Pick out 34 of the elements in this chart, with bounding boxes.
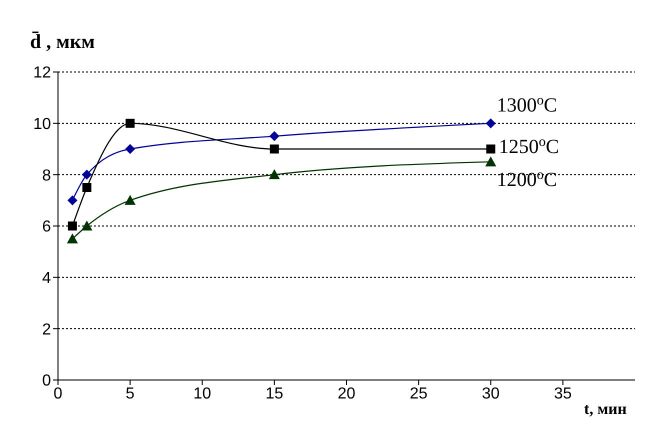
x-tick-label: 35: [554, 385, 572, 402]
point: [68, 222, 77, 230]
y-tick-label: 6: [42, 218, 52, 236]
point: [67, 195, 78, 206]
series-label: 1300$^{o}$C: [496, 92, 558, 116]
point: [82, 170, 92, 180]
point: [125, 144, 136, 154]
point: [485, 156, 496, 166]
x-axis-title: t, мин: [584, 401, 627, 418]
y-tick-label: 8: [42, 167, 52, 184]
x-tick-label: 10: [193, 385, 212, 402]
y-tick-label: 10: [33, 116, 52, 134]
point: [124, 194, 136, 205]
point: [269, 131, 280, 142]
x-tick-label: 15: [265, 385, 284, 402]
x-tick-label: 25: [410, 385, 428, 402]
y-axis-title: d̄ , мкм: [30, 31, 95, 53]
point: [81, 220, 92, 230]
series-label: 1250$^{o}$C: [498, 134, 560, 158]
point: [486, 118, 496, 128]
x-tick-label: 0: [54, 385, 63, 402]
x-tick-label: 20: [338, 385, 356, 402]
y-tick-label: 2: [42, 321, 52, 338]
y-tick-label: 0: [42, 372, 52, 390]
point: [82, 183, 92, 192]
x-tick-label: 30: [482, 385, 500, 402]
point: [66, 233, 78, 244]
point: [268, 169, 280, 180]
point: [486, 144, 496, 154]
x-tick-label: 5: [126, 385, 135, 402]
point: [270, 144, 279, 154]
y-tick-label: 12: [33, 64, 52, 82]
point: [126, 118, 135, 128]
y-tick-label: 4: [42, 270, 52, 288]
